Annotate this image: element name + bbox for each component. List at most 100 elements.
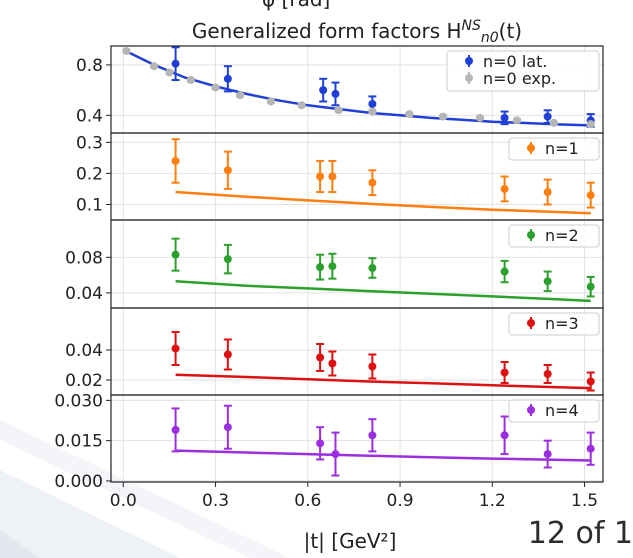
y-tick-label: 0.08	[65, 248, 103, 268]
x-tick-label: 0.6	[294, 491, 321, 511]
data-point	[368, 107, 377, 116]
data-point	[586, 282, 595, 291]
y-tick-label: 0.015	[54, 432, 103, 452]
legend-marker	[527, 231, 535, 239]
y-tick-label: 0.04	[65, 341, 103, 361]
cut-header-text: φ [rad]	[262, 0, 330, 11]
panel-n3: 0.02 0.04 n=3	[65, 307, 604, 396]
fit-curve-n3	[175, 373, 591, 390]
y-tick-label: 0.3	[76, 133, 103, 153]
data-point	[266, 97, 275, 106]
legend-marker	[465, 74, 473, 82]
data-point	[549, 118, 558, 127]
data-point	[223, 423, 232, 432]
data-point	[211, 83, 220, 92]
legend-marker	[527, 406, 535, 414]
data-point	[586, 191, 595, 200]
panel-frame	[110, 394, 604, 483]
chart-title-sup: NS	[462, 18, 481, 34]
legend-label: n=0 exp.	[483, 69, 556, 88]
panel-n0: 0.4 0.8 n=0 lat.n=0 exp.	[76, 45, 604, 134]
data-point	[543, 450, 552, 459]
data-point	[223, 166, 232, 175]
legend-marker	[465, 57, 473, 65]
y-tick-label: 0.02	[65, 371, 103, 391]
x-tick-label: 1.2	[479, 491, 506, 511]
data-point	[171, 59, 180, 68]
data-point	[328, 359, 337, 368]
data-point	[165, 68, 174, 77]
data-point	[171, 344, 180, 353]
data-point	[368, 100, 377, 108]
data-point	[439, 112, 448, 121]
legend-label: n=0 lat.	[483, 52, 547, 71]
data-point	[328, 262, 337, 271]
data-point	[512, 116, 521, 125]
plot-area: 0.40.8 n=0 lat.n=0 exp.0.10.20.3 n=10.040.…	[54, 45, 604, 511]
data-point	[368, 264, 377, 272]
data-point	[316, 263, 325, 272]
data-point	[171, 425, 180, 434]
legend-label: n=3	[545, 314, 579, 333]
fit-curve-n4	[175, 449, 591, 462]
x-tick-label: 0.3	[202, 491, 229, 511]
data-point	[334, 106, 343, 115]
fit-curve-n2	[175, 280, 591, 303]
page-number: 12 of 1	[527, 516, 633, 551]
legend-label: n=1	[545, 139, 579, 158]
chart-title-suffix: (t)	[499, 19, 522, 43]
data-point	[500, 368, 509, 377]
data-point	[543, 370, 552, 378]
data-point	[500, 431, 509, 440]
x-tick-label: 0.9	[387, 491, 414, 511]
y-tick-label: 0.2	[76, 164, 103, 184]
x-tick-label: 0.0	[110, 491, 137, 511]
data-point	[223, 350, 232, 359]
panel-n2: 0.04 0.08 n=2	[65, 219, 604, 309]
data-point	[543, 188, 552, 197]
data-point	[316, 439, 325, 448]
y-tick-label: 0.1	[76, 195, 103, 215]
data-point	[171, 156, 180, 165]
data-point	[543, 112, 552, 121]
legend-marker	[527, 319, 535, 327]
data-point	[331, 89, 340, 98]
y-tick-label: 0.030	[54, 391, 103, 411]
data-point	[586, 120, 595, 129]
legend-label: n=4	[545, 401, 579, 420]
y-tick-label: 0.04	[65, 284, 103, 304]
data-point	[316, 172, 325, 181]
data-point	[500, 113, 509, 122]
chart-title-sub: n0	[481, 30, 499, 46]
data-point	[297, 101, 306, 110]
data-point	[368, 178, 377, 187]
data-point	[586, 377, 595, 386]
data-point	[223, 255, 232, 264]
chart-title-prefix: Generalized form factors H	[192, 19, 462, 43]
data-point	[186, 76, 195, 85]
data-point	[500, 267, 509, 276]
x-axis-label: |t| [GeV²]	[304, 529, 397, 553]
y-tick-label: 0.000	[54, 472, 103, 492]
x-tick-label: 1.5	[571, 491, 598, 511]
data-point	[122, 47, 131, 56]
legend-marker	[527, 144, 535, 152]
data-point	[476, 113, 484, 122]
data-point	[586, 444, 595, 453]
legend-label: n=2	[545, 226, 579, 245]
legend-box	[446, 50, 600, 92]
data-point	[328, 172, 337, 181]
data-point	[500, 184, 509, 193]
data-point	[331, 450, 340, 459]
data-point	[405, 110, 414, 119]
data-point	[223, 74, 232, 83]
data-point	[316, 353, 325, 362]
y-tick-label: 0.8	[76, 56, 103, 76]
data-point	[543, 277, 552, 286]
panel-n1: 0.1 0.2 0.3 n=1	[76, 132, 604, 221]
chart-title: Generalized form factors HNSn0(t)	[192, 18, 522, 46]
fit-curve-n0	[122, 48, 591, 127]
data-point	[236, 91, 245, 100]
